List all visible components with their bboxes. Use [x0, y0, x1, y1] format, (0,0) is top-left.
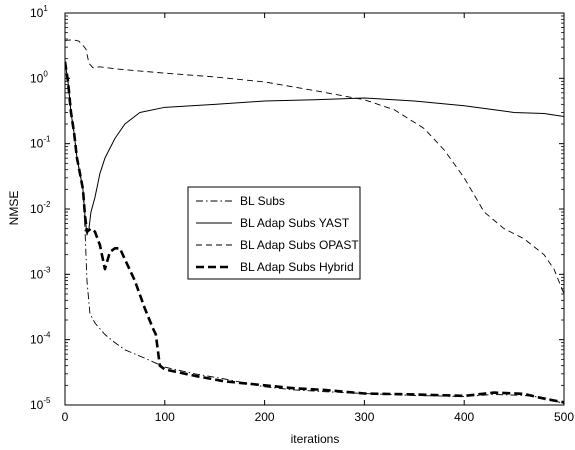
legend-label-1: BL Subs [240, 194, 285, 208]
y-tick-label: 10-5 [30, 396, 51, 412]
x-tick-label: 100 [155, 410, 175, 424]
x-tick-label: 400 [454, 410, 474, 424]
y-axis-label: NMSE [7, 191, 21, 226]
series-group [65, 39, 564, 405]
x-axis-label: iterations [291, 432, 340, 446]
legend-label-2: BL Adap Subs YAST [240, 216, 350, 230]
y-tick-label: 100 [30, 69, 48, 85]
series-line-2 [65, 61, 564, 236]
legend-box [187, 186, 361, 280]
series-line-4 [65, 61, 564, 404]
legend-label-3: BL Adap Subs OPAST [240, 238, 359, 252]
y-tick-label: 10-3 [30, 265, 51, 281]
series-line-3 [65, 39, 564, 295]
y-tick-label: 101 [30, 4, 48, 20]
x-tick-label: 200 [255, 410, 275, 424]
x-tick-label: 0 [62, 410, 69, 424]
x-tick-label: 300 [354, 410, 374, 424]
legend-label-4: BL Adap Subs Hybrid [240, 260, 354, 274]
y-tick-label: 10-2 [30, 200, 51, 216]
y-tick-label: 10-4 [30, 331, 51, 347]
y-tick-label: 10-1 [30, 135, 51, 151]
x-tick-label: 500 [554, 410, 574, 424]
legend: BL Subs BL Adap Subs YAST BL Adap Subs OPA… [187, 186, 361, 280]
